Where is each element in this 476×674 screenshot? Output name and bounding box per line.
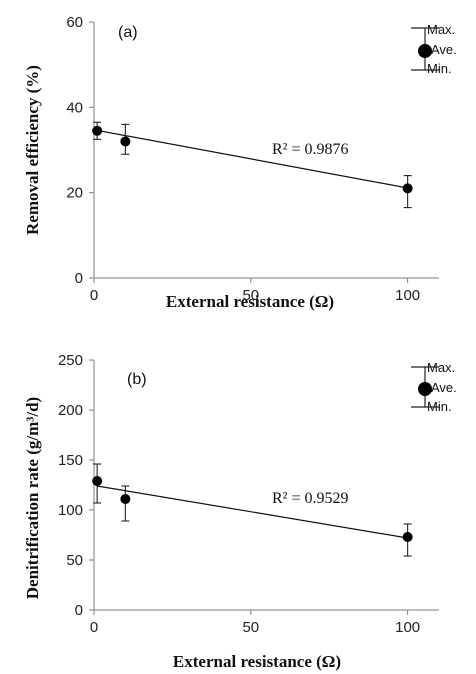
panel-a-y-axis-title: Removal efficiency (%) [23,65,42,235]
panel-b-legend-ave: Ave. [431,380,457,395]
panel-b-data-point [120,494,131,504]
panel-b-legend: Max. Ave. Min. [411,360,457,414]
panel-a-data-point [402,183,413,194]
panel-b-annotation: R² = 0.9529 [272,490,349,507]
panel-b-x-axis-title: External resistance (Ω) [173,652,341,671]
panel-b-y-tick-label: 200 [58,402,83,419]
panel-a-label: (a) [118,24,138,41]
panel-a-y-tick-label: 0 [75,270,83,287]
panel-a-data-point [120,136,131,147]
panel-a-x-tick-label: 50 [242,287,259,304]
panel-a-legend-ave: Ave. [431,42,457,57]
panel-b-data-point [402,532,413,542]
panel-a-annotation: R² = 0.9876 [272,141,349,158]
panel-a-legend-max: Max. [427,22,455,37]
panel-a-legend: Max. Ave. Min. [411,22,457,76]
panel-a-y-tick-label: 40 [66,99,83,116]
panel-b-trendline [97,485,408,539]
panel-b-y-tick-label: 150 [58,452,83,469]
panel-b-y-tick-label: 250 [58,352,83,369]
panel-a-x-tick-label: 0 [90,287,98,304]
panel-a-x-tick-label: 100 [395,287,420,304]
panel-b-y-tick-label: 100 [58,502,83,519]
panel-a-legend-min: Min. [427,61,452,76]
panel-b-data-point [92,476,103,486]
panel-b-legend-max: Max. [427,360,455,375]
panel-b-legend-dot [418,382,432,396]
panel-b-y-tick-label: 0 [75,602,83,619]
panel-b-legend-min: Min. [427,399,452,414]
panel-a-y-tick-label: 20 [66,185,83,202]
panel-b-x-tick-label: 100 [395,619,420,636]
panel-b-label: (b) [127,371,147,388]
panel-a-x-axis-title: External resistance (Ω) [166,292,334,311]
panel-b-y-tick-label: 50 [66,552,83,569]
panel-a-trendline [97,129,408,189]
panel-b-x-tick-label: 50 [242,619,259,636]
panel-a: (a) R² = 0.9876 External resistance (Ω) … [23,14,457,311]
panel-a-legend-dot [418,44,432,58]
panel-b-x-tick-label: 0 [90,619,98,636]
panel-b: (b) R² = 0.9529 External resistance (Ω) … [23,352,457,671]
panel-a-data-point [92,125,103,136]
panel-b-y-axis-title: Denitrification rate (g/m³/d) [23,397,42,599]
panel-a-y-tick-label: 60 [66,14,83,31]
